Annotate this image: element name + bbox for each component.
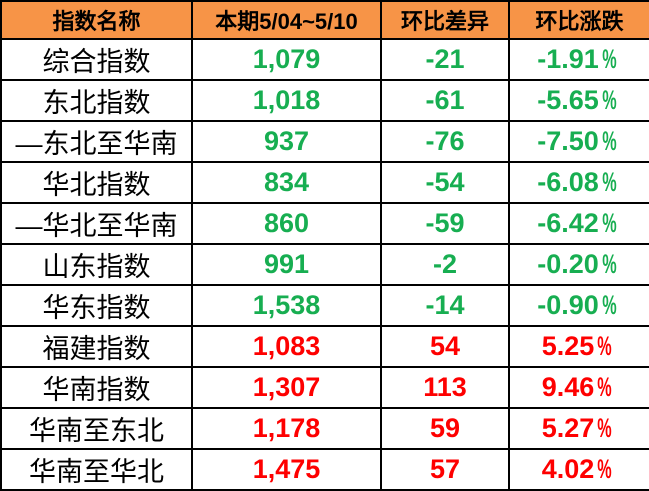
diff-cell: -21 xyxy=(380,38,510,81)
pct-cell: 4.02% xyxy=(508,448,649,491)
pct-value: -6.08 xyxy=(537,167,599,197)
pct-cell: -0.20% xyxy=(508,243,649,286)
table-row: 山东指数 991 -2 -0.20% xyxy=(0,243,649,286)
percent-sign: % xyxy=(597,331,612,361)
percent-sign: % xyxy=(601,167,616,197)
pct-cell: -5.65% xyxy=(508,79,649,122)
index-name-cell: 华南指数 xyxy=(0,366,193,409)
pct-cell: 5.27% xyxy=(508,407,649,450)
table-row: 华南至华北 1,475 57 4.02% xyxy=(0,448,649,491)
index-name-cell: 华南至华北 xyxy=(0,448,193,491)
current-value-cell: 1,178 xyxy=(191,407,382,450)
pct-value: 4.02 xyxy=(541,454,595,484)
table-row: 华东指数 1,538 -14 -0.90% xyxy=(0,284,649,327)
pct-cell: -0.90% xyxy=(508,284,649,327)
pct-cell: 9.46% xyxy=(508,366,649,409)
table-row: 东北指数 1,018 -61 -5.65% xyxy=(0,79,649,122)
index-name-cell: 山东指数 xyxy=(0,243,193,286)
percent-sign: % xyxy=(597,372,612,402)
percent-sign: % xyxy=(601,126,616,156)
percent-sign: % xyxy=(601,208,616,238)
header-mom-diff: 环比差异 xyxy=(380,0,510,40)
table-body: 综合指数 1,079 -21 -1.91% 东北指数 1,018 -61 -5.… xyxy=(0,38,649,491)
diff-cell: -54 xyxy=(380,161,510,204)
diff-cell: -61 xyxy=(380,79,510,122)
table-row: —华北至华南 860 -59 -6.42% xyxy=(0,202,649,245)
header-current-period: 本期5/04~5/10 xyxy=(191,0,382,40)
index-name-cell: 华北指数 xyxy=(0,161,193,204)
index-name-cell: 福建指数 xyxy=(0,325,193,368)
diff-cell: -59 xyxy=(380,202,510,245)
current-value-cell: 1,307 xyxy=(191,366,382,409)
percent-sign: % xyxy=(601,44,616,74)
table-header: 指数名称 本期5/04~5/10 环比差异 环比涨跌 xyxy=(0,0,649,40)
pct-cell: 5.25% xyxy=(508,325,649,368)
current-value-cell: 1,083 xyxy=(191,325,382,368)
percent-sign: % xyxy=(601,290,616,320)
percent-sign: % xyxy=(597,454,612,484)
pct-value: -5.65 xyxy=(537,85,599,115)
index-name-cell: —华北至华南 xyxy=(0,202,193,245)
table-row: 华南至东北 1,178 59 5.27% xyxy=(0,407,649,450)
percent-sign: % xyxy=(601,85,616,115)
table-row: 华南指数 1,307 113 9.46% xyxy=(0,366,649,409)
diff-cell: 113 xyxy=(380,366,510,409)
pct-value: -0.90 xyxy=(537,290,599,320)
diff-cell: 59 xyxy=(380,407,510,450)
header-mom-change: 环比涨跌 xyxy=(508,0,649,40)
pct-value: -6.42 xyxy=(537,208,599,238)
current-value-cell: 1,079 xyxy=(191,38,382,81)
index-name-cell: 东北指数 xyxy=(0,79,193,122)
current-value-cell: 937 xyxy=(191,120,382,163)
table-row: 福建指数 1,083 54 5.25% xyxy=(0,325,649,368)
pct-value: 5.25 xyxy=(541,331,595,361)
diff-cell: 57 xyxy=(380,448,510,491)
pct-cell: -7.50% xyxy=(508,120,649,163)
diff-cell: -2 xyxy=(380,243,510,286)
pct-cell: -6.42% xyxy=(508,202,649,245)
index-name-cell: 综合指数 xyxy=(0,38,193,81)
current-value-cell: 991 xyxy=(191,243,382,286)
pct-cell: -6.08% xyxy=(508,161,649,204)
pct-value: 9.46 xyxy=(541,372,595,402)
table-row: 华北指数 834 -54 -6.08% xyxy=(0,161,649,204)
diff-cell: 54 xyxy=(380,325,510,368)
table-row: 综合指数 1,079 -21 -1.91% xyxy=(0,38,649,81)
header-row: 指数名称 本期5/04~5/10 环比差异 环比涨跌 xyxy=(0,0,649,40)
index-name-cell: 华南至东北 xyxy=(0,407,193,450)
current-value-cell: 1,538 xyxy=(191,284,382,327)
pct-value: 5.27 xyxy=(541,413,595,443)
current-value-cell: 834 xyxy=(191,161,382,204)
pct-value: -7.50 xyxy=(537,126,599,156)
current-value-cell: 1,018 xyxy=(191,79,382,122)
current-value-cell: 1,475 xyxy=(191,448,382,491)
pct-value: -0.20 xyxy=(537,249,599,279)
current-value-cell: 860 xyxy=(191,202,382,245)
pct-cell: -1.91% xyxy=(508,38,649,81)
diff-cell: -14 xyxy=(380,284,510,327)
percent-sign: % xyxy=(597,413,612,443)
table-row: —东北至华南 937 -76 -7.50% xyxy=(0,120,649,163)
percent-sign: % xyxy=(601,249,616,279)
index-name-cell: —东北至华南 xyxy=(0,120,193,163)
diff-cell: -76 xyxy=(380,120,510,163)
header-index-name: 指数名称 xyxy=(0,0,193,40)
pct-value: -1.91 xyxy=(537,44,599,74)
index-name-cell: 华东指数 xyxy=(0,284,193,327)
